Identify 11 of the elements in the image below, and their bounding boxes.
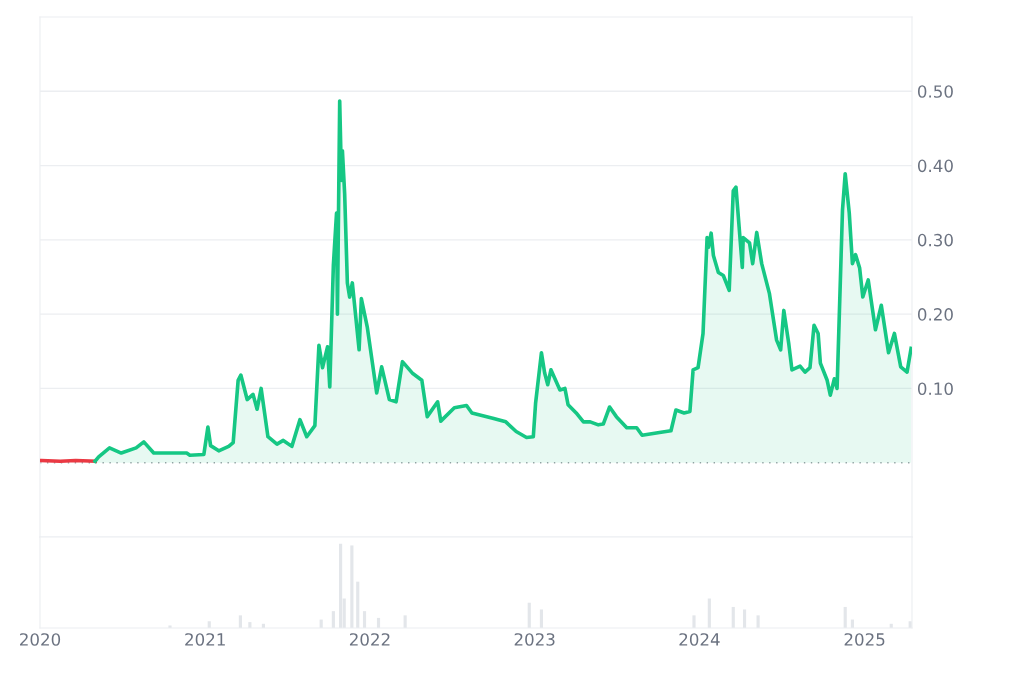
x-tick-label: 2024 [679,633,720,646]
y-tick-label: 0.10 [917,382,953,395]
y-tick-label: 0.20 [917,308,953,321]
x-tick-label: 2023 [514,633,555,646]
x-tick-label: 2022 [349,633,390,646]
x-tick-label: 2020 [20,633,61,646]
x-tick-label: 2025 [844,633,885,646]
y-tick-label: 0.30 [917,233,953,247]
y-tick-label: 0.40 [917,159,953,173]
x-tick-label: 2021 [185,633,225,646]
y-tick-label: 0.50 [917,85,953,98]
